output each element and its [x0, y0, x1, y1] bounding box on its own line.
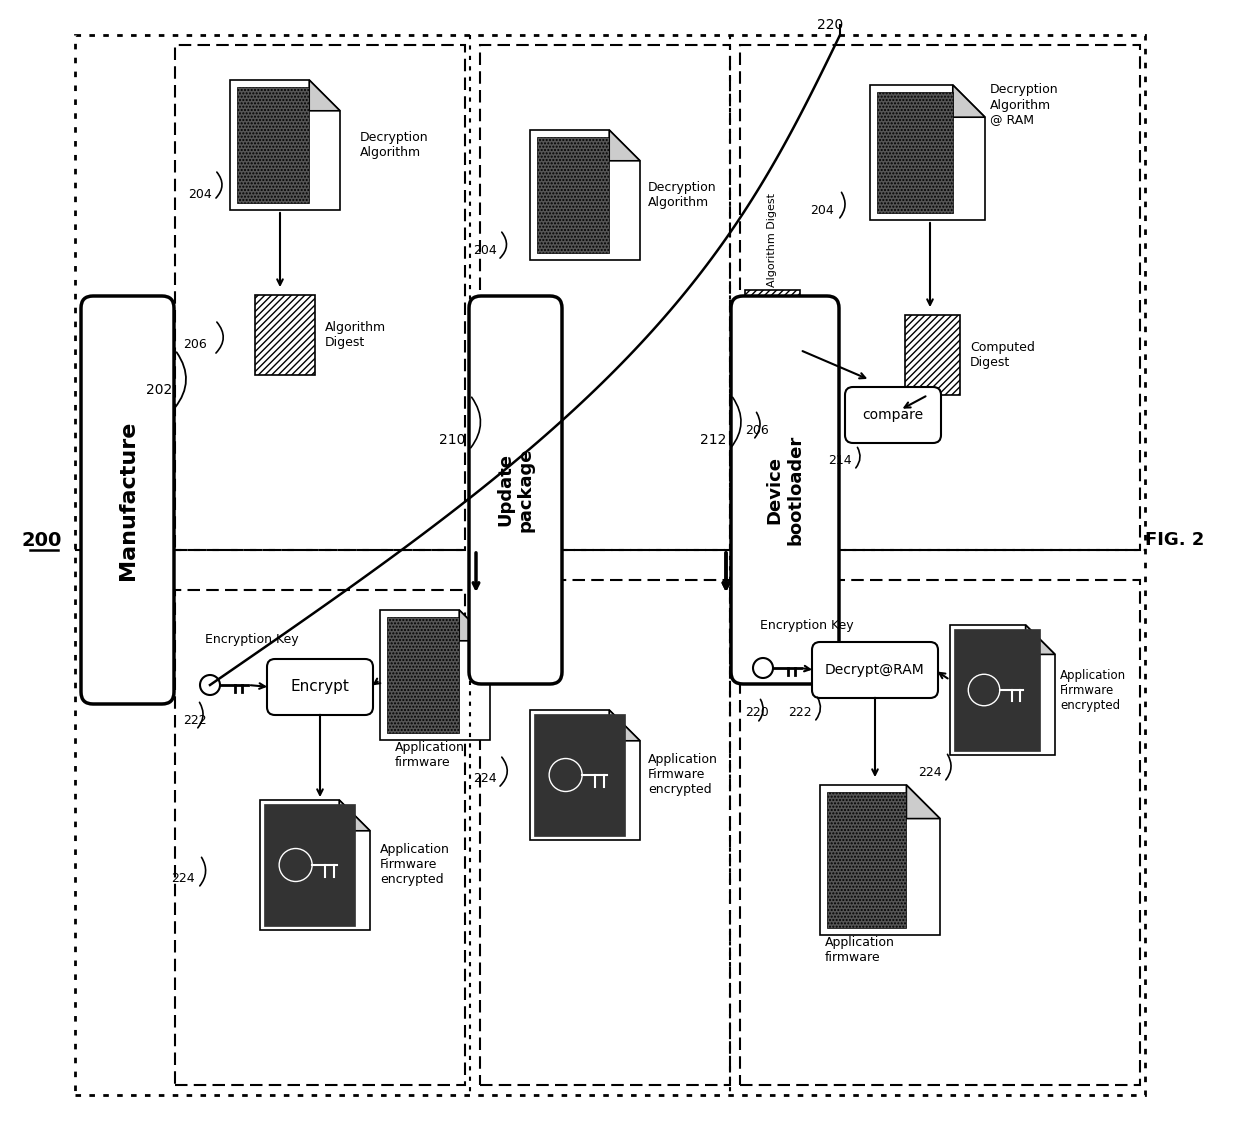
Bar	[264, 804, 355, 926]
Text: Application
Firmware
encrypted: Application Firmware encrypted	[649, 754, 718, 796]
Bar	[480, 46, 730, 550]
Polygon shape	[529, 710, 640, 839]
Text: Algorithm Digest: Algorithm Digest	[768, 192, 777, 287]
Bar	[74, 35, 1145, 1095]
Text: 206: 206	[745, 424, 769, 436]
Text: Update
package: Update package	[496, 448, 534, 532]
Polygon shape	[340, 800, 370, 830]
Bar	[534, 714, 625, 836]
Text: 202: 202	[146, 383, 172, 398]
Text: Decryption
Algorithm: Decryption Algorithm	[649, 181, 717, 208]
Circle shape	[200, 675, 219, 695]
Polygon shape	[229, 80, 340, 210]
Bar	[175, 590, 465, 1085]
Text: 204: 204	[188, 188, 212, 202]
Bar	[387, 616, 459, 734]
FancyBboxPatch shape	[267, 659, 373, 715]
Bar	[480, 580, 730, 1085]
Polygon shape	[609, 130, 640, 161]
Text: Decrypt@RAM: Decrypt@RAM	[825, 663, 925, 677]
Text: compare: compare	[863, 408, 924, 423]
Polygon shape	[379, 611, 490, 740]
Polygon shape	[906, 785, 940, 819]
Polygon shape	[950, 625, 1055, 755]
Text: 220: 220	[745, 706, 769, 720]
Text: Decryption
Algorithm: Decryption Algorithm	[360, 131, 429, 159]
Text: Manufacture: Manufacture	[118, 420, 138, 580]
Bar	[175, 46, 465, 550]
Text: Computed
Digest: Computed Digest	[970, 341, 1035, 369]
Polygon shape	[309, 80, 340, 110]
Text: Encryption Key: Encryption Key	[760, 618, 853, 631]
Bar	[740, 46, 1140, 550]
Text: Encrypt: Encrypt	[290, 680, 350, 695]
Bar	[740, 580, 1140, 1085]
Text: 200: 200	[22, 531, 62, 549]
FancyBboxPatch shape	[81, 296, 174, 704]
Polygon shape	[260, 800, 370, 931]
Text: Decryption
Algorithm
@ RAM: Decryption Algorithm @ RAM	[990, 83, 1059, 126]
Polygon shape	[870, 85, 985, 220]
Text: Application
Firmware
encrypted: Application Firmware encrypted	[379, 844, 450, 886]
Text: Algorithm
Digest: Algorithm Digest	[325, 321, 386, 349]
FancyBboxPatch shape	[469, 296, 562, 685]
Bar	[877, 92, 952, 213]
Text: Encryption Key: Encryption Key	[205, 633, 299, 647]
Bar	[955, 629, 1040, 751]
Bar	[255, 295, 315, 375]
Text: Application
firmware: Application firmware	[825, 936, 895, 964]
Text: 220: 220	[817, 18, 843, 32]
Polygon shape	[952, 85, 985, 117]
FancyBboxPatch shape	[732, 296, 839, 685]
Bar	[905, 316, 960, 395]
Text: 204: 204	[474, 244, 497, 256]
Polygon shape	[459, 611, 490, 641]
Text: 224: 224	[918, 765, 942, 778]
Text: 204: 204	[810, 204, 833, 216]
Text: 210: 210	[439, 433, 465, 446]
Polygon shape	[609, 710, 640, 740]
Text: 224: 224	[474, 771, 497, 785]
Text: FIG. 2: FIG. 2	[1146, 531, 1205, 549]
Polygon shape	[529, 130, 640, 260]
Bar	[745, 290, 800, 410]
Bar	[537, 137, 609, 253]
Text: 224: 224	[171, 871, 195, 885]
Circle shape	[753, 658, 773, 678]
Text: 212: 212	[699, 433, 725, 446]
Text: 222: 222	[184, 713, 207, 727]
Text: Application
firmware: Application firmware	[396, 741, 465, 769]
FancyBboxPatch shape	[844, 387, 941, 443]
Text: Device
bootloader: Device bootloader	[765, 435, 805, 546]
Bar	[237, 87, 309, 204]
Text: 222: 222	[789, 705, 812, 719]
Text: 214: 214	[828, 453, 852, 467]
Bar	[827, 793, 906, 928]
FancyBboxPatch shape	[812, 642, 937, 698]
Text: 206: 206	[184, 338, 207, 352]
Text: Application
Firmware
encrypted: Application Firmware encrypted	[1060, 669, 1126, 712]
Polygon shape	[820, 785, 940, 935]
Polygon shape	[1025, 625, 1055, 655]
